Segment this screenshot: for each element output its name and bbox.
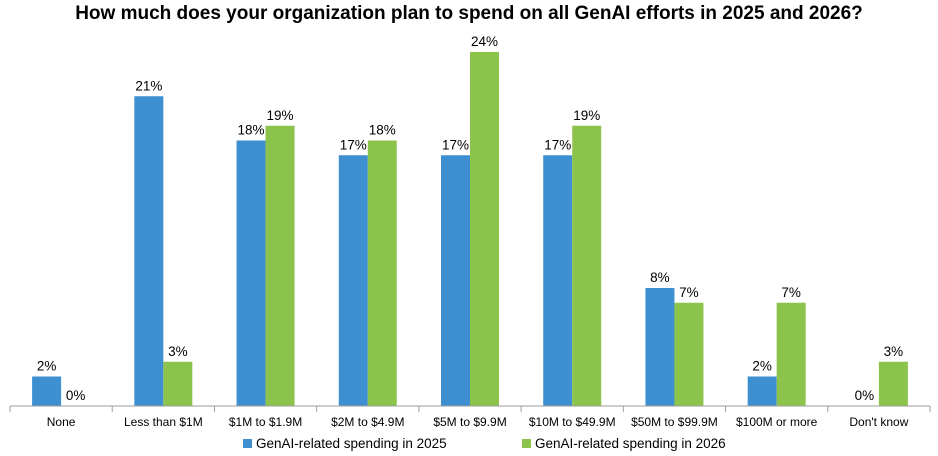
value-label-100m-or-more-series-1: 2% [752, 359, 772, 374]
value-label-5m-to-9-9m-series-2: 24% [471, 34, 498, 49]
bar-5m-to-9-9m-series-2 [470, 52, 499, 406]
category-label-don-t-know: Don't know [849, 415, 908, 429]
bar-2m-to-4-9m-series-1 [338, 155, 368, 406]
value-label-2m-to-4-9m-series-1: 17% [340, 137, 367, 152]
legend-label-series-1: GenAI-related spending in 2025 [256, 436, 447, 451]
bar-50m-to-99-9m-series-2 [674, 302, 704, 406]
bar-less-than-1m-series-1 [134, 96, 164, 406]
category-label-none: None [47, 415, 76, 429]
bar-100m-or-more-series-2 [776, 302, 806, 406]
bar-1m-to-1-9m-series-2 [265, 125, 295, 406]
bar-100m-or-more-series-1 [747, 376, 777, 406]
value-label-none-series-2: 0% [66, 388, 86, 403]
legend-label-series-2: GenAI-related spending in 2026 [535, 436, 726, 451]
legend: GenAI-related spending in 2025 GenAI-rela… [243, 436, 726, 451]
value-label-10m-to-49-9m-series-1: 17% [544, 137, 571, 152]
bar-1m-to-1-9m-series-1 [236, 140, 266, 406]
bar-none-series-1 [32, 376, 62, 406]
bar-10m-to-49-9m-series-1 [543, 155, 573, 406]
bar-2m-to-4-9m-series-2 [367, 140, 397, 406]
value-label-50m-to-99-9m-series-1: 8% [650, 270, 670, 285]
bar-5m-to-9-9m-series-1 [441, 155, 470, 406]
chart-title: How much does your organization plan to … [75, 3, 863, 24]
value-label-1m-to-1-9m-series-2: 19% [267, 108, 294, 123]
value-label-10m-to-49-9m-series-2: 19% [573, 108, 600, 123]
value-label-don-t-know-series-2: 3% [884, 344, 904, 359]
value-label-2m-to-4-9m-series-2: 18% [369, 123, 396, 138]
value-label-none-series-1: 2% [37, 359, 57, 374]
category-label-50m-to-99-9m: $50M to $99.9M [631, 415, 718, 429]
value-label-1m-to-1-9m-series-1: 18% [238, 123, 265, 138]
category-label-100m-or-more: $100M or more [736, 415, 818, 429]
category-labels-group: None Less than $1M $1M to $1.9M $2M to $4.9… [47, 415, 909, 429]
bar-10m-to-49-9m-series-2 [572, 125, 602, 406]
value-label-5m-to-9-9m-series-1: 17% [442, 137, 469, 152]
bar-don-t-know-series-2 [878, 361, 908, 406]
value-label-don-t-know-series-1: 0% [855, 388, 875, 403]
bar-50m-to-99-9m-series-1 [645, 288, 675, 406]
bars-group [32, 52, 908, 406]
value-labels-group: 2%0%21%3%18%19%17%18%17%24%17%19%8%7%2%7… [37, 34, 903, 403]
category-label-10m-to-49-9m: $10M to $49.9M [529, 415, 616, 429]
bar-less-than-1m-series-2 [163, 361, 193, 406]
legend-swatch-series-1 [243, 439, 252, 448]
category-label-5m-to-9-9m: $5M to $9.9M [433, 415, 506, 429]
value-label-50m-to-99-9m-series-2: 7% [679, 285, 699, 300]
value-label-less-than-1m-series-2: 3% [168, 344, 188, 359]
value-label-100m-or-more-series-2: 7% [781, 285, 801, 300]
x-axis-ticks [9, 406, 931, 412]
category-label-less-than-1m: Less than $1M [124, 415, 203, 429]
value-label-less-than-1m-series-1: 21% [135, 78, 162, 93]
category-label-2m-to-4-9m: $2M to $4.9M [331, 415, 404, 429]
category-label-1m-to-1-9m: $1M to $1.9M [229, 415, 302, 429]
legend-swatch-series-2 [522, 439, 531, 448]
